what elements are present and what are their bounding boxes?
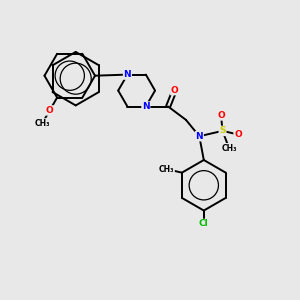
Text: O: O	[46, 106, 54, 115]
Text: O: O	[217, 111, 225, 120]
Text: S: S	[219, 126, 226, 135]
Text: CH₃: CH₃	[159, 165, 174, 174]
Text: N: N	[196, 132, 203, 141]
Text: O: O	[171, 86, 178, 95]
Text: Cl: Cl	[199, 219, 209, 228]
Text: N: N	[142, 102, 150, 111]
Text: N: N	[124, 70, 131, 79]
Text: CH₃: CH₃	[34, 119, 50, 128]
Text: O: O	[234, 130, 242, 139]
Text: CH₃: CH₃	[221, 144, 237, 153]
